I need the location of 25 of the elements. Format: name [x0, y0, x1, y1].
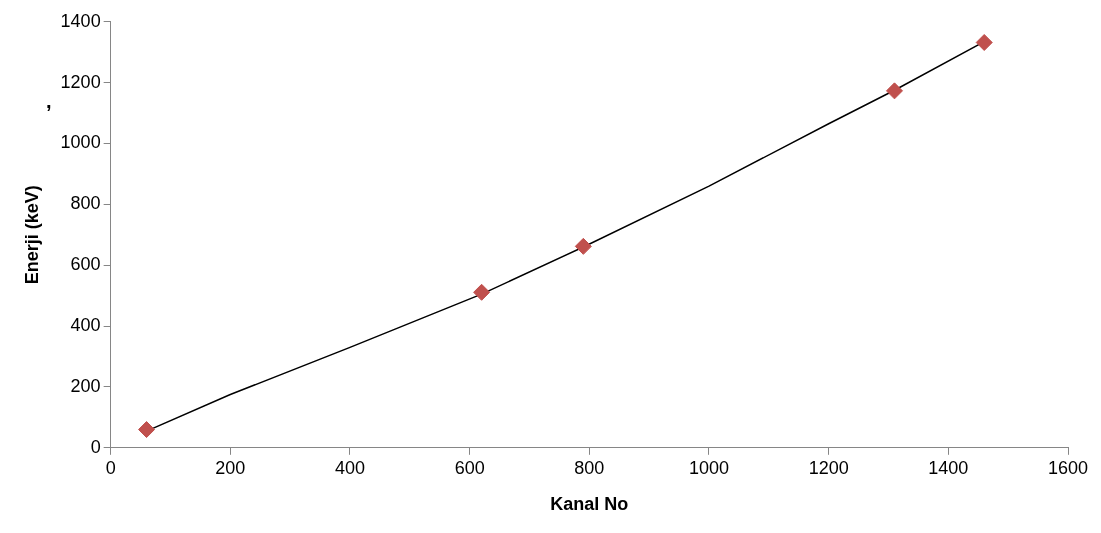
x-tick-label: 1600 [1047, 457, 1089, 478]
x-tick-label: 1400 [928, 457, 969, 478]
y-tick-label: 400 [70, 315, 101, 336]
y-tick-label: 800 [70, 193, 101, 214]
x-tick-label: 1000 [688, 457, 730, 478]
y-tick-label: 1200 [60, 71, 101, 92]
x-tick-label: 200 [215, 457, 246, 478]
x-axis-title: Kanal No [550, 494, 629, 515]
y-tick-label: 600 [70, 254, 101, 275]
x-tick-label: 1200 [808, 457, 849, 478]
x-tick-label: 0 [105, 457, 116, 478]
x-tick-label: 800 [574, 457, 605, 478]
x-tick-label: 600 [454, 457, 485, 478]
y-tick-label: 200 [70, 375, 101, 396]
y-tick-label: 0 [90, 436, 101, 457]
y-tick-label: 1000 [60, 132, 101, 153]
y-axis-title: Enerji (keV) [21, 185, 42, 285]
y-tick-label: 1400 [60, 10, 101, 31]
point [138, 421, 156, 439]
point [885, 82, 903, 100]
point [574, 237, 592, 255]
text: , [46, 90, 52, 112]
x-tick-label: 400 [334, 457, 366, 478]
point [975, 33, 993, 51]
point [473, 283, 491, 301]
